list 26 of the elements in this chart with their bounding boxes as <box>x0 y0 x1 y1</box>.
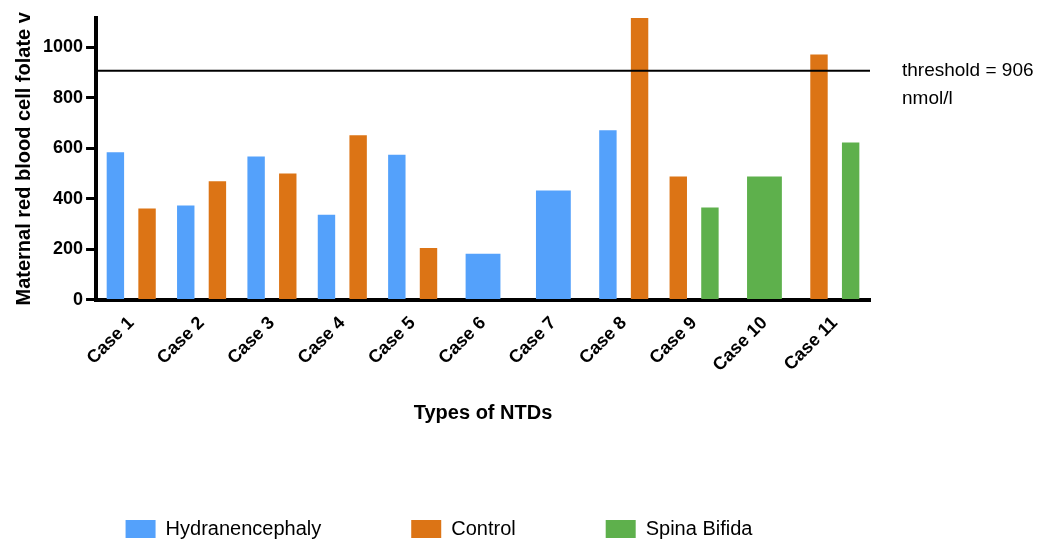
y-tick-label: 400 <box>53 187 84 208</box>
bar <box>208 181 227 300</box>
y-tick-label: 0 <box>73 288 84 309</box>
bar <box>841 142 860 300</box>
bar <box>701 207 719 300</box>
bar <box>177 205 195 300</box>
bar <box>138 208 156 300</box>
legend-label: Hydranencephaly <box>165 516 322 539</box>
bar <box>317 214 336 300</box>
bar <box>630 18 649 300</box>
bar <box>419 248 438 300</box>
legend-label: Control <box>451 516 516 539</box>
y-tick-label: 800 <box>53 86 84 107</box>
y-tick-label: 200 <box>53 238 84 259</box>
y-axis-title: Maternal red blood cell folate v <box>11 11 34 306</box>
x-axis-title: Types of NTDs <box>413 400 553 423</box>
bar <box>106 152 125 300</box>
bar <box>349 135 367 300</box>
bar <box>599 130 617 300</box>
bar <box>247 156 265 300</box>
ref-line-label: threshold = 906 nmol/l <box>902 59 1034 109</box>
bar <box>279 173 297 300</box>
bar <box>388 154 406 300</box>
y-tick-label: 1000 <box>43 36 84 57</box>
legend-label: Spina Bifida <box>645 516 754 539</box>
y-tick-label: 600 <box>53 137 84 158</box>
